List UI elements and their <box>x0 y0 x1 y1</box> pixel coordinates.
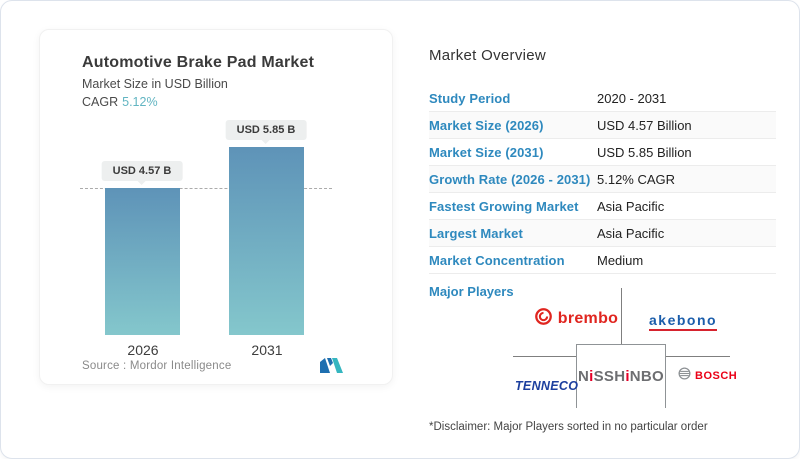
bar-2026 <box>105 188 180 335</box>
row-value: USD 5.85 Billion <box>597 144 692 160</box>
bosch-armature-icon <box>678 367 691 385</box>
brembo-logo: brembo <box>526 307 626 331</box>
bosch-wordmark: BOSCH <box>695 370 738 382</box>
bar-2031 <box>229 147 304 335</box>
table-row-market-size-2031: Market Size (2031) USD 5.85 Billion <box>429 139 776 166</box>
source-text: Source : Mordor Intelligence <box>82 360 232 372</box>
row-value: USD 4.57 Billion <box>597 117 692 133</box>
row-label: Study Period <box>429 90 511 106</box>
chart-title: Automotive Brake Pad Market <box>82 54 315 71</box>
nisshinbo-box: NiSSHiNBO <box>576 344 666 408</box>
bar-value-label-2026: USD 4.57 B <box>101 161 183 182</box>
row-value: Asia Pacific <box>597 225 665 241</box>
row-value: Asia Pacific <box>597 198 665 214</box>
bar-plot: USD 4.57 B USD 5.85 B <box>40 120 392 335</box>
bosch-logo: BOSCH <box>678 367 737 385</box>
row-label: Largest Market <box>429 225 523 241</box>
nisshinbo-wordmark: NiSSHiNBO <box>577 368 665 385</box>
overview-table: Study Period 2020 - 2031 Market Size (20… <box>429 85 776 274</box>
row-label: Market Size (2026) <box>429 117 544 133</box>
x-tick-2026: 2026 <box>127 342 159 358</box>
cagr-label: CAGR <box>82 95 119 109</box>
table-row-market-size-2026: Market Size (2026) USD 4.57 Billion <box>429 112 776 139</box>
chart-subtitle: Market Size in USD Billion <box>82 77 228 91</box>
table-row-study-period: Study Period 2020 - 2031 <box>429 85 776 112</box>
akebono-logo: akebono <box>649 312 718 331</box>
table-row-fastest-growing-market: Fastest Growing Market Asia Pacific <box>429 193 776 220</box>
mordor-intelligence-logo <box>320 357 344 379</box>
org-chart-vertical-line <box>621 288 622 344</box>
disclaimer-text: *Disclaimer: Major Players sorted in no … <box>429 421 708 433</box>
row-label: Market Concentration <box>429 252 565 268</box>
source-row: Source : Mordor Intelligence <box>82 358 372 373</box>
brembo-wordmark: brembo <box>557 310 619 327</box>
table-row-market-concentration: Market Concentration Medium <box>429 247 776 274</box>
tenneco-wordmark: TENNECO <box>515 379 579 393</box>
major-players-label: Major Players <box>429 284 514 299</box>
row-label: Market Size (2031) <box>429 144 544 160</box>
brembo-disc-icon <box>534 307 553 331</box>
row-label: Fastest Growing Market <box>429 198 579 214</box>
row-value: Medium <box>597 252 644 268</box>
tenneco-logo: TENNECO <box>515 377 578 395</box>
akebono-wordmark: akebono <box>649 312 718 331</box>
row-value: 2020 - 2031 <box>597 90 667 106</box>
reference-dashed-line <box>80 188 332 190</box>
table-row-growth-rate: Growth Rate (2026 - 2031) 5.12% CAGR <box>429 166 776 193</box>
cagr-line: CAGR 5.12% <box>82 95 158 109</box>
row-label: Growth Rate (2026 - 2031) <box>429 171 591 187</box>
overview-heading: Market Overview <box>429 47 547 64</box>
market-overview-panel: Market Overview Study Period 2020 - 2031… <box>429 1 777 458</box>
row-value: 5.12% CAGR <box>597 171 676 187</box>
table-row-largest-market: Largest Market Asia Pacific <box>429 220 776 247</box>
x-tick-2031: 2031 <box>251 342 283 358</box>
bar-value-label-2031: USD 5.85 B <box>225 120 307 140</box>
cagr-value: 5.12% <box>122 95 158 109</box>
market-chart-card: Automotive Brake Pad Market Market Size … <box>39 29 393 385</box>
